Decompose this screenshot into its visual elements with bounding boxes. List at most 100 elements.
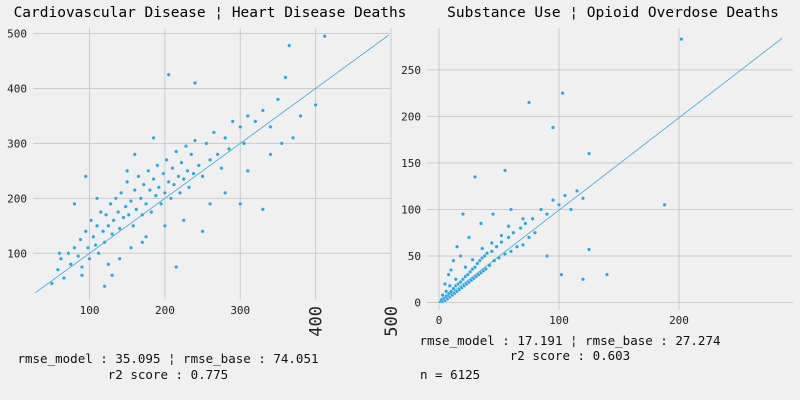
- left-y-tick-label: 300: [7, 137, 27, 150]
- right-data-point: [508, 207, 514, 212]
- right-x-ticks: 0 100 200: [436, 314, 689, 327]
- left-data-point: [72, 201, 77, 206]
- left-data-point: [83, 229, 88, 234]
- right-data-point: [530, 216, 535, 221]
- left-grid: [33, 28, 392, 300]
- right-data-point: [477, 258, 482, 263]
- left-data-point: [98, 209, 103, 215]
- right-data-point: [494, 244, 499, 249]
- right-data-point: [442, 281, 448, 287]
- left-data-point: [166, 72, 171, 77]
- right-y-tick-label: 150: [401, 157, 421, 170]
- right-y-ticks: 0 50 100 150 200 250: [401, 64, 421, 310]
- left-data-point: [140, 240, 145, 245]
- left-data-point: [72, 245, 77, 250]
- right-data-point: [478, 221, 484, 226]
- left-data-point: [170, 165, 175, 171]
- right-data-point: [502, 168, 508, 173]
- right-data-point: [508, 249, 514, 254]
- left-y-ticks: 100 200 300 400 500: [7, 27, 27, 260]
- right-data-point: [440, 292, 445, 298]
- left-x-ticks: 100 200 300 400 500: [80, 304, 402, 337]
- right-data-point: [514, 244, 520, 249]
- right-data-point: [453, 277, 458, 282]
- left-data-point: [215, 152, 220, 157]
- left-data-point: [96, 251, 101, 256]
- left-data-point: [192, 138, 198, 143]
- right-x-tick-label: 0: [436, 314, 443, 327]
- left-data-point: [126, 212, 131, 217]
- left-data-point: [287, 43, 292, 48]
- left-data-point: [55, 267, 61, 272]
- right-data-point: [454, 244, 460, 249]
- left-data-point: [94, 223, 100, 228]
- left-data-point: [238, 201, 243, 206]
- left-data-point: [117, 226, 122, 231]
- left-data-point: [162, 190, 168, 195]
- left-data-point: [219, 165, 224, 171]
- right-data-point: [490, 211, 496, 217]
- left-y-tick-label: 100: [7, 247, 27, 260]
- left-data-point: [245, 113, 250, 119]
- left-data-point: [138, 196, 143, 201]
- left-data-point: [253, 119, 258, 124]
- right-data-point: [526, 235, 532, 240]
- right-data-point: [560, 90, 565, 96]
- left-data-point: [131, 223, 136, 228]
- right-data-point: [506, 224, 511, 229]
- left-data-point: [226, 146, 232, 152]
- left-data-point: [192, 80, 198, 86]
- left-data-point: [87, 256, 92, 261]
- right-data-point: [468, 269, 473, 274]
- left-data-point: [158, 201, 164, 206]
- left-data-point: [116, 209, 121, 215]
- right-data-point: [502, 252, 508, 257]
- left-chart-title: Cardiovascular Disease ¦ Heart Disease D…: [14, 5, 407, 21]
- left-data-point: [91, 234, 96, 239]
- right-data-point: [475, 261, 480, 266]
- right-data-point: [499, 239, 504, 245]
- right-data-point: [489, 249, 494, 254]
- heart-disease-scatter-plot: 100 200 300 400 500 100 200 300 400 500 Cardiova…: [7, 5, 406, 382]
- left-data-point: [156, 185, 162, 190]
- right-data-point: [544, 253, 550, 259]
- left-data-point: [155, 163, 160, 168]
- opioid-overdose-scatter-plot: 0 100 200 0 50 100 150 200 250 Substance Use ¦ …: [401, 5, 793, 382]
- right-data-point: [520, 242, 526, 248]
- left-data-point: [57, 251, 62, 256]
- left-data-point: [125, 168, 130, 174]
- left-data-point: [241, 141, 247, 146]
- left-data-point: [186, 185, 192, 190]
- left-data-point: [108, 201, 113, 206]
- right-data-point: [574, 188, 580, 194]
- left-data-point: [123, 204, 128, 209]
- left-data-point: [260, 207, 266, 212]
- left-data-point: [183, 143, 189, 149]
- right-data-point: [520, 216, 526, 221]
- left-data-point: [61, 275, 67, 281]
- left-data-point: [191, 171, 196, 176]
- right-rmse-stats: rmse_model : 17.191 ¦ rmse_base : 27.274: [419, 333, 720, 348]
- left-data-point: [111, 218, 116, 223]
- left-data-point: [290, 135, 296, 141]
- left-data-point: [174, 264, 179, 270]
- left-data-point: [83, 174, 88, 179]
- left-data-point: [200, 229, 205, 234]
- left-data-point: [164, 157, 169, 163]
- left-data-point: [88, 218, 94, 223]
- left-data-point: [275, 97, 281, 102]
- right-data-point: [465, 272, 470, 277]
- left-data-point: [121, 215, 126, 220]
- right-data-point: [480, 246, 485, 251]
- right-data-point: [444, 289, 449, 294]
- left-x-tick-label: 200: [155, 304, 175, 317]
- left-data-point: [136, 174, 141, 179]
- right-data-point: [511, 230, 516, 235]
- left-data-point: [93, 242, 98, 248]
- right-data-point: [580, 277, 586, 282]
- left-data-point: [103, 212, 109, 217]
- right-data-point: [451, 286, 456, 291]
- left-data-point: [204, 141, 209, 146]
- left-data-point: [245, 168, 250, 174]
